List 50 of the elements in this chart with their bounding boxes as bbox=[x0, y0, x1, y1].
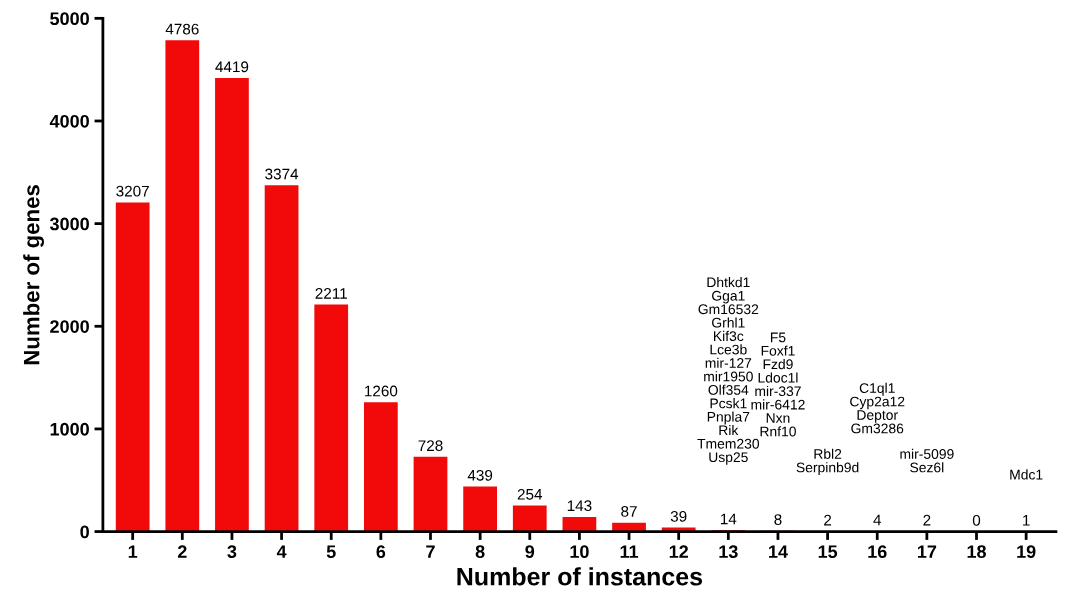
annotation: Rbl2 Serpinb9d bbox=[796, 448, 859, 476]
data-label: 728 bbox=[418, 440, 443, 452]
data-label: 39 bbox=[670, 510, 687, 522]
x-tick-label: 13 bbox=[719, 545, 738, 559]
x-tick-label: 18 bbox=[967, 545, 986, 559]
y-tick-label: 1000 bbox=[50, 422, 89, 436]
x-tick-label: 7 bbox=[426, 545, 435, 558]
x-tick-label: 1 bbox=[128, 545, 138, 558]
x-tick-label: 9 bbox=[525, 545, 535, 559]
data-label: 1 bbox=[1023, 515, 1030, 526]
x-tick-label: 16 bbox=[868, 545, 887, 559]
data-label: 8 bbox=[774, 514, 782, 525]
y-axis-title: Number of genes bbox=[23, 185, 44, 365]
x-tick-label: 5 bbox=[326, 545, 336, 559]
data-label: 1260 bbox=[365, 385, 398, 397]
data-label: 3374 bbox=[265, 168, 299, 180]
y-tick-label: 5000 bbox=[50, 12, 89, 26]
x-tick-label: 19 bbox=[1017, 545, 1036, 559]
x-tick-label: 15 bbox=[818, 545, 838, 559]
x-tick-label: 3 bbox=[227, 545, 237, 559]
x-tick-label: 4 bbox=[276, 545, 287, 558]
data-label: 87 bbox=[621, 506, 637, 517]
x-tick-label: 17 bbox=[917, 545, 937, 558]
data-label: 0 bbox=[972, 514, 981, 526]
x-tick-label: 14 bbox=[769, 545, 788, 558]
data-label: 254 bbox=[517, 488, 543, 500]
data-label: 2 bbox=[824, 514, 832, 526]
data-label: 3207 bbox=[116, 185, 149, 197]
data-label: 2211 bbox=[315, 288, 347, 299]
data-label: 143 bbox=[567, 500, 592, 512]
data-label: 4786 bbox=[165, 23, 199, 35]
y-tick-label: 4000 bbox=[49, 114, 89, 128]
x-tick-label: 2 bbox=[177, 545, 187, 558]
annotation: mir-5099 Sez6l bbox=[900, 448, 954, 473]
x-tick-label: 12 bbox=[669, 545, 688, 558]
x-tick-label: 6 bbox=[376, 545, 386, 559]
x-tick-label: 11 bbox=[620, 545, 639, 558]
x-axis-title: Number of instances bbox=[457, 567, 703, 586]
data-label: 4419 bbox=[215, 61, 249, 73]
data-label: 14 bbox=[720, 513, 737, 525]
y-tick-label: 0 bbox=[80, 525, 89, 539]
data-label: 4 bbox=[873, 514, 882, 526]
data-label: 2 bbox=[923, 514, 931, 526]
annotation: Mdc1 bbox=[1010, 469, 1043, 480]
annotation: C1ql1 Cyp2a12 Deptor Gm3286 bbox=[850, 382, 905, 434]
x-tick-label: 8 bbox=[475, 545, 485, 559]
y-tick-label: 2000 bbox=[50, 320, 89, 333]
y-tick-label: 3000 bbox=[49, 217, 89, 231]
x-tick-label: 10 bbox=[570, 545, 589, 559]
data-label: 439 bbox=[467, 469, 493, 481]
